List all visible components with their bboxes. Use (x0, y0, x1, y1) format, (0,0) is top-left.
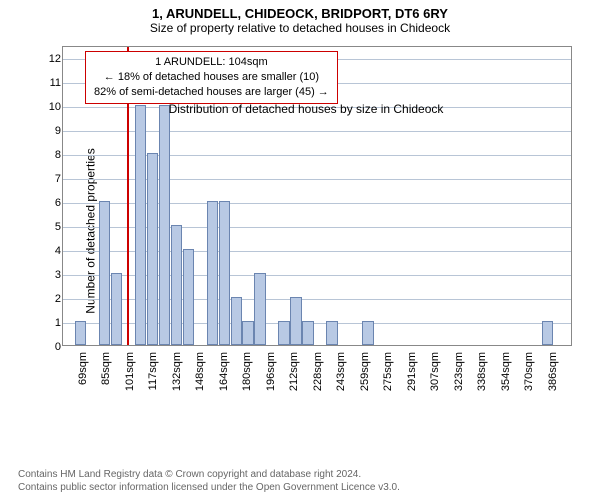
y-tick-label: 5 (43, 221, 61, 233)
x-tick-label: 370sqm (523, 352, 535, 391)
x-axis-label: Distribution of detached houses by size … (36, 102, 576, 116)
y-tick-label: 2 (43, 293, 61, 305)
info-line-2: ← 18% of detached houses are smaller (10… (94, 70, 329, 85)
chart-title-block: 1, ARUNDELL, CHIDEOCK, BRIDPORT, DT6 6RY… (0, 0, 600, 35)
footer-attribution: Contains HM Land Registry data © Crown c… (18, 468, 592, 494)
histogram-bar (75, 321, 86, 345)
x-tick-label: 148sqm (194, 352, 206, 391)
histogram-bar (219, 201, 230, 345)
y-tick-label: 3 (43, 269, 61, 281)
info-line-1: 1 ARUNDELL: 104sqm (94, 55, 329, 70)
y-tick-label: 4 (43, 245, 61, 257)
y-tick-label: 7 (43, 173, 61, 185)
y-tick-label: 9 (43, 125, 61, 137)
histogram-bar (159, 105, 170, 345)
info-line-3: 82% of semi-detached houses are larger (… (94, 85, 329, 100)
x-tick-label: 164sqm (218, 352, 230, 391)
x-tick-label: 323sqm (453, 352, 465, 391)
x-tick-label: 291sqm (406, 352, 418, 391)
histogram-bar (242, 321, 253, 345)
y-tick-label: 0 (43, 341, 61, 353)
x-tick-label: 85sqm (100, 352, 112, 385)
histogram-bar (183, 249, 194, 345)
histogram-bar (99, 201, 110, 345)
histogram-bar (290, 297, 301, 345)
histogram-bar (278, 321, 289, 345)
chart-area: Number of detached properties 0123456789… (36, 46, 576, 416)
x-tick-label: 338sqm (476, 352, 488, 391)
plot-region: 0123456789101112 1 ARUNDELL: 104sqm ← 18… (62, 46, 572, 346)
title-line-1: 1, ARUNDELL, CHIDEOCK, BRIDPORT, DT6 6RY (0, 6, 600, 21)
histogram-bar (326, 321, 337, 345)
footer-line-1: Contains HM Land Registry data © Crown c… (18, 468, 592, 481)
y-tick-label: 1 (43, 317, 61, 329)
x-tick-label: 307sqm (429, 352, 441, 391)
histogram-bar (302, 321, 313, 345)
title-line-2: Size of property relative to detached ho… (0, 21, 600, 35)
x-tick-label: 259sqm (359, 352, 371, 391)
y-tick-label: 12 (43, 53, 61, 65)
x-axis-area: 69sqm 85sqm 101sqm 117sqm 132sqm 148sqm 164sqm… (62, 348, 572, 404)
histogram-bar (111, 273, 122, 345)
x-tick-label: 101sqm (124, 352, 136, 391)
histogram-bar (362, 321, 373, 345)
histogram-bar (542, 321, 553, 345)
histogram-bar (135, 105, 146, 345)
x-tick-label: 243sqm (335, 352, 347, 391)
x-tick-label: 386sqm (547, 352, 559, 391)
y-tick-label: 11 (43, 77, 61, 89)
histogram-bar (254, 273, 265, 345)
footer-line-2: Contains public sector information licen… (18, 481, 592, 494)
y-tick-label: 8 (43, 149, 61, 161)
x-tick-label: 275sqm (382, 352, 394, 391)
histogram-bar (207, 201, 218, 345)
reference-info-box: 1 ARUNDELL: 104sqm ← 18% of detached hou… (85, 51, 338, 104)
x-tick-label: 132sqm (171, 352, 183, 391)
y-tick-label: 6 (43, 197, 61, 209)
x-tick-label: 196sqm (265, 352, 277, 391)
histogram-bar (231, 297, 242, 345)
x-tick-label: 228sqm (312, 352, 324, 391)
histogram-bar (147, 153, 158, 345)
x-tick-label: 354sqm (500, 352, 512, 391)
x-tick-label: 180sqm (241, 352, 253, 391)
x-tick-label: 117sqm (147, 352, 159, 390)
x-tick-label: 212sqm (288, 352, 300, 391)
x-tick-label: 69sqm (77, 352, 89, 385)
histogram-bar (171, 225, 182, 345)
